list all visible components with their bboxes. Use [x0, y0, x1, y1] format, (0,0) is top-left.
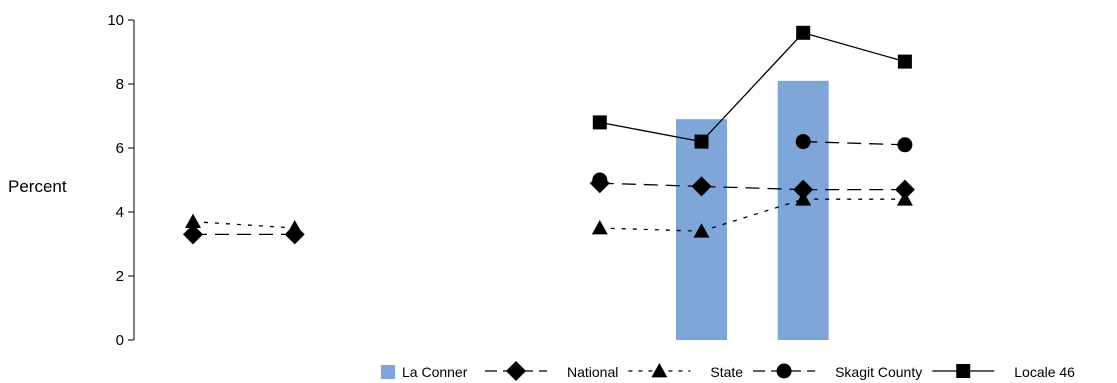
- axis-layer: 0 2 4 6 8 10: [107, 12, 135, 349]
- legend-marker-national: [506, 361, 526, 381]
- y-tick-label: 8: [116, 76, 124, 93]
- line-layer: [192, 32, 906, 236]
- marker-layer: [183, 25, 915, 245]
- series-line-state: [701, 198, 804, 232]
- point-state: [591, 220, 608, 235]
- legend-label-la-conner: La Conner: [402, 364, 468, 380]
- point-locale-46: [897, 54, 912, 69]
- point-state: [693, 223, 710, 238]
- y-tick-label: 6: [116, 140, 124, 157]
- legend-layer: La Conner National State Skagit County Local…: [381, 361, 1075, 381]
- point-state: [185, 213, 201, 228]
- legend-marker-locale-46: [956, 364, 971, 378]
- y-tick-label: 2: [116, 268, 124, 285]
- point-locale-46: [796, 25, 811, 40]
- series-line-locale-46: [701, 32, 804, 143]
- series-line-locale-46: [599, 121, 702, 143]
- series-line-national: [599, 182, 702, 188]
- point-national: [894, 179, 915, 200]
- point-locale-46: [592, 115, 607, 130]
- legend-swatch-la-conner: [381, 365, 395, 379]
- y-tick-label: 0: [116, 332, 124, 349]
- point-skagit-county: [795, 134, 811, 150]
- bar-layer: [676, 80, 829, 341]
- point-national: [183, 224, 203, 245]
- series-line-locale-46: [803, 32, 906, 63]
- legend-marker-state: [651, 363, 668, 378]
- point-state: [286, 220, 303, 235]
- legend-label-national: National: [567, 364, 618, 380]
- bar-la-conner: [777, 80, 829, 341]
- y-tick-label: 4: [116, 204, 124, 221]
- y-axis-label: Percent: [8, 177, 67, 196]
- series-line-state: [192, 220, 295, 229]
- legend-label-skagit-county: Skagit County: [835, 364, 922, 380]
- point-state: [795, 191, 812, 206]
- y-tick-label: 10: [107, 12, 124, 29]
- point-skagit-county: [592, 172, 608, 188]
- series-line-national: [701, 185, 804, 191]
- point-state: [896, 191, 913, 206]
- series-line-skagit-county: [803, 140, 905, 146]
- legend-marker-skagit-county: [776, 363, 792, 379]
- point-locale-46: [694, 134, 709, 149]
- legend-label-locale-46: Locale 46: [1014, 364, 1075, 380]
- point-national: [691, 176, 712, 197]
- legend-label-state: State: [710, 364, 743, 380]
- point-national: [793, 179, 814, 200]
- point-skagit-county: [897, 137, 913, 153]
